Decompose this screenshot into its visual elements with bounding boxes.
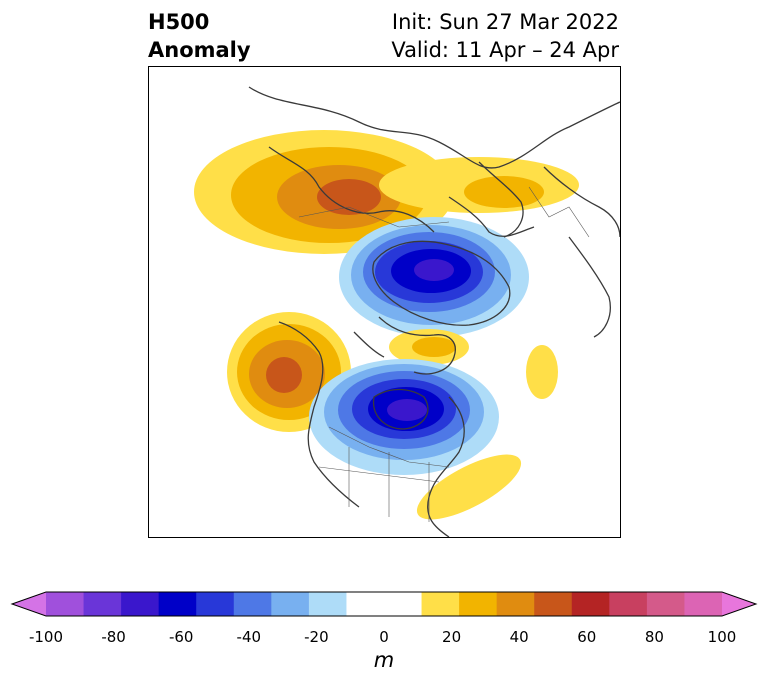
- anomaly-field: [194, 130, 579, 520]
- map-panel: [148, 66, 621, 538]
- colorbar-segment: [346, 592, 385, 616]
- title-right: Init: Sun 27 Mar 2022 Valid: 11 Apr – 24…: [391, 8, 619, 64]
- colorbar-segment: [459, 592, 498, 616]
- colorbar-segment: [46, 592, 85, 616]
- colorbar-segment: [196, 592, 235, 616]
- colorbar-segment: [384, 592, 423, 616]
- colorbar-segment: [233, 592, 272, 616]
- colorbar-tick-label: 40: [509, 628, 529, 646]
- colorbar-min-extension: [12, 592, 46, 616]
- colorbar-tick-label: 60: [577, 628, 597, 646]
- valid-period: Valid: 11 Apr – 24 Apr: [391, 38, 619, 62]
- colorbar: [10, 591, 758, 617]
- negative-anomaly-greenland: [339, 217, 529, 337]
- coastlines: [248, 86, 620, 537]
- colorbar-segment: [83, 592, 122, 616]
- colorbar-segment: [534, 592, 573, 616]
- political-borders: [298, 186, 590, 522]
- positive-anomaly-siberia: [194, 130, 454, 254]
- colorbar-tick-label: -20: [304, 628, 329, 646]
- colorbar-segment: [121, 592, 160, 616]
- colorbar-max-extension: [722, 592, 756, 616]
- colorbar-tick-label: 20: [442, 628, 462, 646]
- positive-anomaly-pacific: [227, 312, 351, 432]
- positive-anomaly-atlantic-south: [416, 454, 522, 520]
- init-time: Init: Sun 27 Mar 2022: [391, 10, 619, 34]
- colorbar-segment: [646, 592, 685, 616]
- title-left: H500 Anomaly: [148, 8, 251, 64]
- colorbar-tick-label: -80: [101, 628, 126, 646]
- colorbar-segments: [46, 592, 723, 616]
- colorbar-segment: [496, 592, 535, 616]
- colorbar-segment: [684, 592, 723, 616]
- variable-type: Anomaly: [148, 38, 251, 62]
- colorbar-segment: [609, 592, 648, 616]
- colorbar-tick-label: -100: [28, 628, 64, 646]
- positive-anomaly-atlantic: [526, 345, 558, 399]
- colorbar-segment: [571, 592, 610, 616]
- colorbar-tick-label: 0: [379, 628, 389, 646]
- colorbar-unit: m: [373, 648, 395, 672]
- anomaly-map: [194, 86, 620, 537]
- variable-name: H500: [148, 10, 210, 34]
- colorbar-tick-label: -40: [236, 628, 262, 646]
- colorbar-segment: [308, 592, 347, 616]
- colorbar-segment: [421, 592, 460, 616]
- colorbar-segment: [158, 592, 197, 616]
- colorbar-tick-label: 80: [644, 628, 664, 646]
- positive-anomaly-barents: [379, 157, 579, 213]
- negative-anomaly-canada: [309, 359, 499, 475]
- colorbar-segment: [271, 592, 310, 616]
- colorbar-tick-label: -60: [168, 628, 194, 646]
- colorbar-tick-label: 100: [707, 628, 737, 646]
